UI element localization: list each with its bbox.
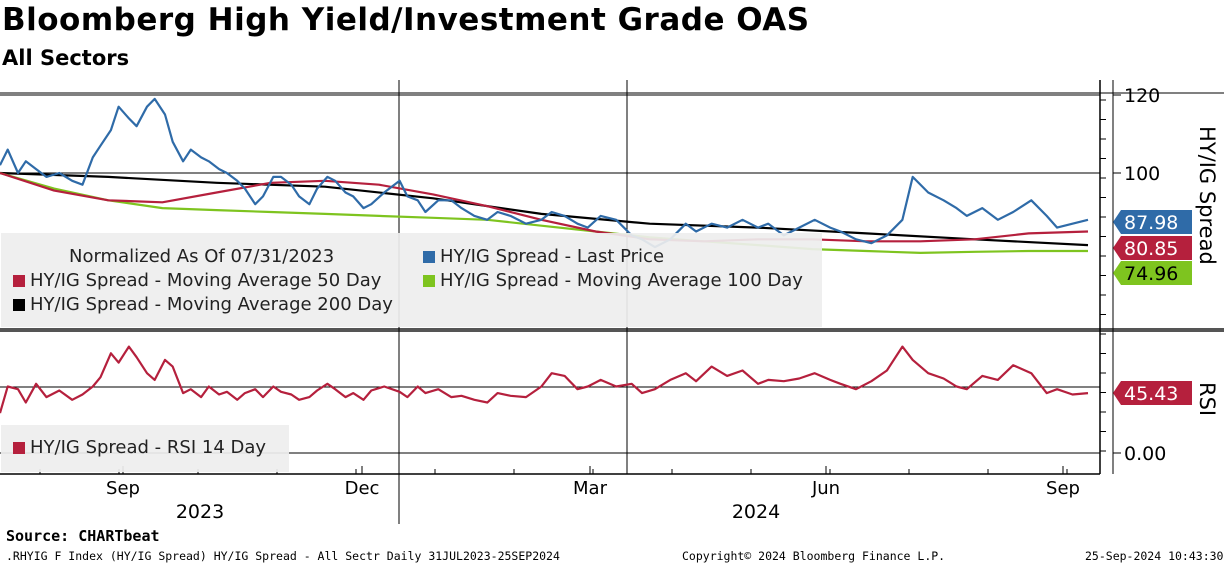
last-price-flag bbox=[1113, 210, 1192, 234]
x-tick-label: Sep bbox=[106, 478, 140, 499]
ma100-flag-label: 74.96 bbox=[1124, 263, 1178, 285]
series-line-rsi bbox=[0, 345, 1089, 414]
legend-label-ma100: HY/IG Spread - Moving Average 100 Day bbox=[440, 270, 803, 291]
legend-item-ma100[interactable]: HY/IG Spread - Moving Average 100 Day bbox=[423, 270, 803, 291]
y-tick-label: 100 bbox=[1124, 163, 1160, 185]
y-tick-label: 120 bbox=[1124, 85, 1160, 107]
chart-title: Bloomberg High Yield/Investment Grade OA… bbox=[2, 2, 810, 38]
legend-label-rsi: HY/IG Spread - RSI 14 Day bbox=[30, 437, 267, 458]
lower-legend: HY/IG Spread - RSI 14 Day bbox=[1, 425, 289, 472]
series-line-ma200 bbox=[0, 171, 1089, 247]
x-tick-label: Mar bbox=[573, 478, 608, 499]
ma100-flag bbox=[1113, 261, 1192, 285]
legend-label-ma200: HY/IG Spread - Moving Average 200 Day bbox=[30, 294, 393, 315]
legend-swatch-rsi bbox=[13, 441, 25, 454]
legend-label-last-price: HY/IG Spread - Last Price bbox=[440, 246, 665, 267]
x-year-label: 2024 bbox=[732, 501, 780, 523]
footer-ticker: .RHYIG F Index (HY/IG Spread) HY/IG Spre… bbox=[6, 549, 560, 563]
legend-swatch-ma100 bbox=[423, 274, 435, 287]
legend-item-last-price[interactable]: HY/IG Spread - Last Price bbox=[423, 246, 664, 267]
last-price-flag-label: 87.98 bbox=[1124, 212, 1178, 234]
series-line-ma100 bbox=[0, 171, 1088, 254]
ma50-flag bbox=[1113, 236, 1192, 260]
legend-header: Normalized As Of 07/31/2023 bbox=[69, 246, 334, 267]
lower-y-axis-title: RSI bbox=[1195, 382, 1219, 416]
legend-item-rsi[interactable]: HY/IG Spread - RSI 14 Day bbox=[13, 437, 266, 458]
rsi-flag bbox=[1113, 381, 1192, 405]
footer-timestamp: 25-Sep-2024 10:43:30 bbox=[1085, 549, 1224, 563]
footer-copyright: Copyright© 2024 Bloomberg Finance L.P. bbox=[682, 549, 946, 563]
source-note: Source: CHARTbeat bbox=[6, 527, 160, 545]
legend-header-text: Normalized As Of 07/31/2023 bbox=[69, 246, 335, 267]
rsi-flag-label: 45.43 bbox=[1124, 383, 1178, 405]
y-tick-label: 0.00 bbox=[1124, 443, 1166, 465]
x-year-label: 2023 bbox=[176, 501, 224, 523]
chart-subtitle: All Sectors bbox=[2, 46, 130, 70]
legend-item-ma50[interactable]: HY/IG Spread - Moving Average 50 Day bbox=[13, 270, 381, 291]
upper-y-axis-title: HY/IG Spread bbox=[1195, 126, 1219, 265]
upper-legend: Normalized As Of 07/31/2023 HY/IG Spread… bbox=[1, 233, 822, 327]
legend-label-ma50: HY/IG Spread - Moving Average 50 Day bbox=[30, 270, 382, 291]
ma50-flag-label: 80.85 bbox=[1124, 238, 1178, 260]
x-tick-label: Jun bbox=[811, 478, 840, 499]
x-tick-label: Sep bbox=[1046, 478, 1080, 499]
legend-swatch-ma50 bbox=[13, 274, 25, 287]
legend-swatch-ma200 bbox=[13, 298, 25, 311]
legend-swatch-last-price bbox=[423, 250, 435, 263]
series-line-last-price bbox=[0, 97, 1089, 249]
legend-item-ma200[interactable]: HY/IG Spread - Moving Average 200 Day bbox=[13, 294, 393, 315]
x-tick-label: Dec bbox=[345, 478, 380, 499]
